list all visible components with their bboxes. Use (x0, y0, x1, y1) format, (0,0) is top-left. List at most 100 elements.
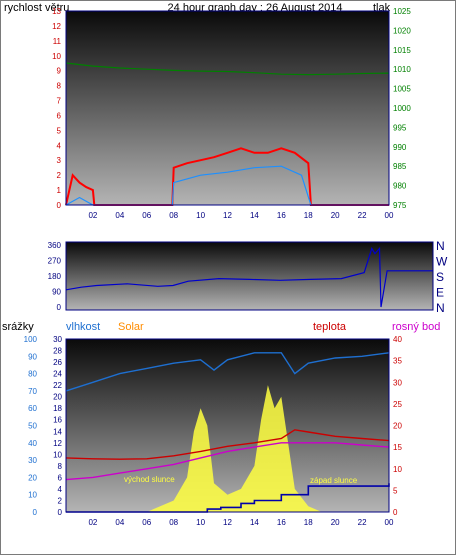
x-tick-label: 08 (169, 518, 178, 527)
direction-axis-tick-label: 90 (52, 288, 61, 297)
rain-axis-tick-label: 50 (28, 422, 37, 431)
rain-axis-tick-label: 70 (28, 387, 37, 396)
rain-axis-tick-label: 30 (28, 456, 37, 465)
panel-border (65, 338, 390, 513)
humidity-axis-tick-label: 10 (53, 450, 62, 459)
pressure-axis-tick-label: 1015 (393, 46, 411, 55)
temperature-axis-tick-label: 5 (393, 486, 398, 495)
temperature-axis-tick-label: 35 (393, 357, 402, 366)
x-tick-label: 18 (304, 518, 313, 527)
temperature-series-line (65, 429, 390, 460)
pressure-axis-ticks: 975 980 985 990 995 1000 1005 1010 1015 1020 1025 (393, 7, 411, 210)
x-tick-label: 14 (250, 518, 259, 527)
humidity-axis-tick-label: 6 (58, 473, 63, 482)
humidity-axis-tick-label: 16 (53, 416, 62, 425)
humidity-axis-tick-label: 26 (53, 358, 62, 367)
wind-direction-series-line (65, 246, 433, 308)
temperature-axis-tick-label: 0 (393, 508, 398, 517)
time-axis-ticks: 02 04 06 08 10 12 14 16 18 20 22 00 (88, 518, 394, 527)
x-tick-label: 22 (358, 211, 367, 220)
humidity-label: vlhkost (66, 321, 100, 333)
compass-tick-label: W (436, 255, 448, 269)
temperature-axis-tick-label: 10 (393, 465, 402, 474)
x-tick-label: 12 (223, 518, 232, 527)
humidity-axis-tick-label: 12 (53, 439, 62, 448)
panel-series (65, 62, 390, 206)
sunrise-annotation: východ slunce (124, 475, 175, 484)
temperature-axis-tick-label: 25 (393, 400, 402, 409)
wind-axis-tick-label: 13 (52, 7, 61, 16)
x-tick-label: 16 (277, 518, 286, 527)
wind-axis-tick-label: 6 (57, 111, 62, 120)
wind-axis-tick-label: 11 (53, 37, 62, 46)
pressure-axis-tick-label: 1000 (393, 104, 411, 113)
direction-axis-tick-label: 0 (57, 303, 62, 312)
wind-gust-series-line (65, 147, 389, 206)
rain-axis-tick-label: 80 (28, 370, 37, 379)
x-tick-label: 12 (223, 211, 232, 220)
wind-axis-tick-label: 3 (57, 156, 62, 165)
x-tick-label: 02 (88, 211, 97, 220)
wind-axis-tick-label: 4 (57, 141, 62, 150)
wind-axis-tick-label: 12 (52, 22, 61, 31)
wind-axis-tick-label: 8 (57, 82, 62, 91)
pressure-axis-tick-label: 995 (393, 123, 407, 132)
rain-axis-tick-label: 10 (28, 491, 37, 500)
dewpoint-series-line (65, 442, 390, 481)
solar-label: Solar (118, 321, 144, 333)
pressure-axis-tick-label: 990 (393, 143, 407, 152)
temperature-axis-tick-label: 40 (393, 335, 402, 344)
pressure-axis-tick-label: 1010 (393, 65, 411, 74)
rain-axis-tick-label: 100 (24, 335, 38, 344)
pressure-axis-tick-label: 980 (393, 182, 407, 191)
humidity-axis-tick-label: 22 (53, 381, 62, 390)
x-tick-label: 14 (250, 211, 259, 220)
humidity-axis-tick-label: 14 (53, 427, 62, 436)
x-tick-label: 00 (385, 518, 394, 527)
x-tick-label: 04 (115, 518, 124, 527)
rain-axis-ticks: 0 10 20 30 40 50 60 70 80 90 100 (24, 335, 38, 517)
pressure-axis-tick-label: 975 (393, 201, 407, 210)
temperature-axis-tick-label: 30 (393, 378, 402, 387)
temperature-axis-tick-label: 20 (393, 422, 402, 431)
wind-axis-tick-label: 7 (57, 97, 62, 106)
direction-axis-tick-label: 270 (48, 257, 62, 266)
humidity-axis-tick-label: 28 (53, 347, 62, 356)
humidity-axis-tick-label: 24 (53, 370, 62, 379)
rain-axis-tick-label: 20 (28, 473, 37, 482)
pressure-series-line (65, 62, 390, 76)
pressure-axis-tick-label: 985 (393, 162, 407, 171)
x-tick-label: 20 (331, 211, 340, 220)
temperature-label: teplota (313, 321, 347, 333)
panel-border (65, 241, 434, 311)
compass-tick-label: E (436, 286, 444, 300)
x-tick-label: 10 (196, 518, 205, 527)
rain-label: srážky (2, 321, 34, 333)
dewpoint-label: rosný bod (392, 321, 440, 333)
wind-label: rychlost větru (4, 2, 69, 14)
panel-background (66, 11, 389, 205)
humidity-axis-tick-label: 4 (58, 485, 63, 494)
x-tick-label: 04 (115, 211, 124, 220)
wind-axis-tick-label: 1 (57, 186, 62, 195)
compass-tick-label: N (436, 239, 445, 253)
time-axis-ticks: 02 04 06 08 10 12 14 16 18 20 22 00 (88, 211, 394, 220)
temperature-axis-tick-label: 15 (393, 443, 402, 452)
wind-avg-series-line (65, 165, 389, 206)
pressure-axis-tick-label: 1020 (393, 26, 411, 35)
compass-tick-label: S (436, 270, 444, 284)
x-tick-label: 22 (358, 518, 367, 527)
x-tick-label: 16 (277, 211, 286, 220)
panel-series (65, 352, 390, 513)
wind-axis-tick-label: 5 (57, 126, 62, 135)
rain-series-line (66, 483, 390, 513)
wind-axis-tick-label: 0 (57, 201, 62, 210)
humidity-axis-tick-label: 0 (58, 508, 63, 517)
x-tick-label: 06 (142, 518, 151, 527)
